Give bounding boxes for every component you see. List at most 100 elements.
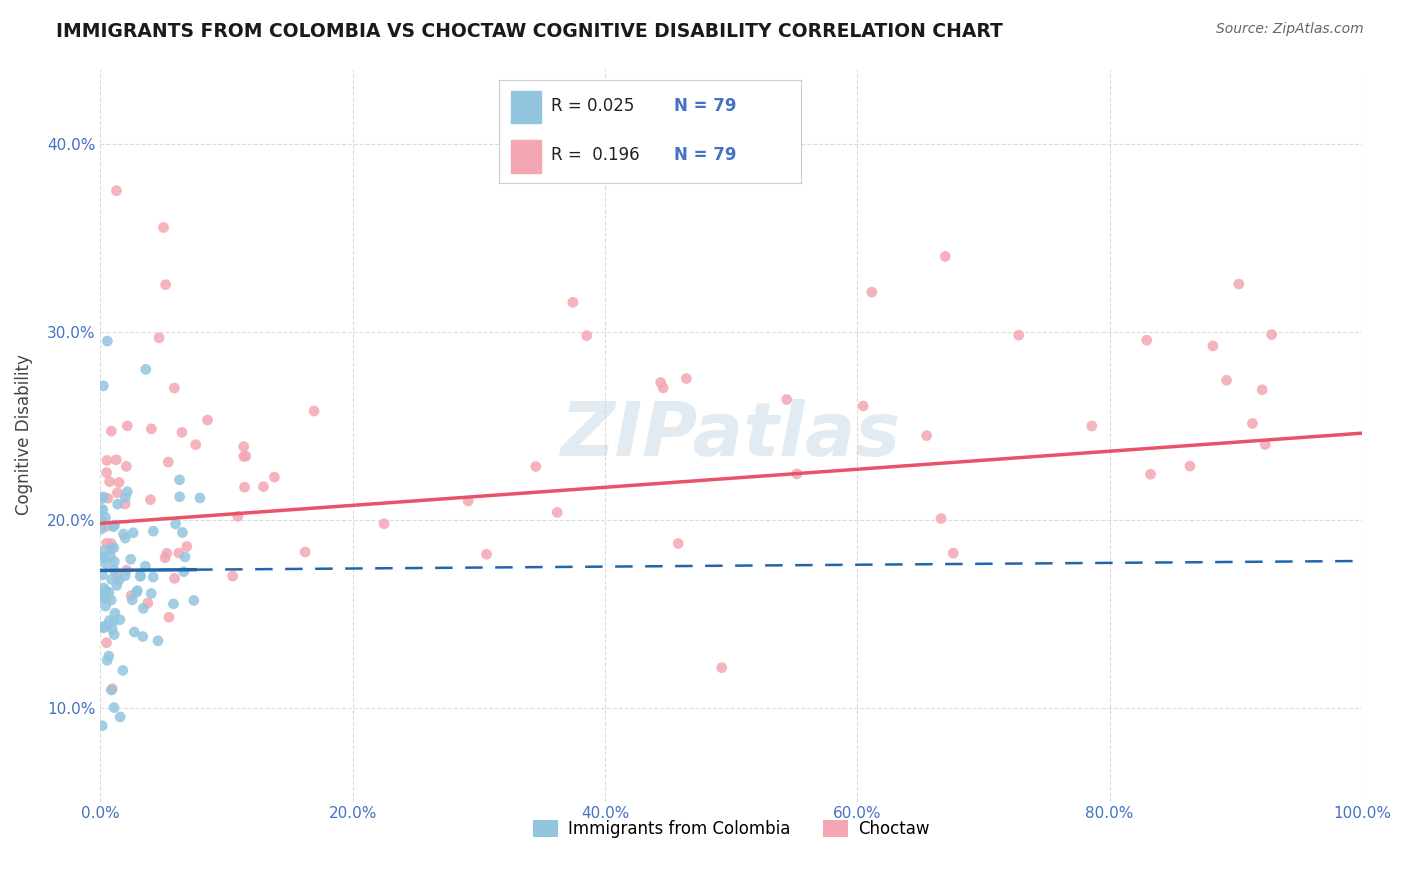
- Point: [153, 550, 176, 565]
- Point: [94, 591, 117, 606]
- Point: [114, 497, 136, 511]
- Point: [1254, 437, 1277, 451]
- Point: [103, 555, 125, 569]
- Point: [139, 492, 162, 507]
- Point: [107, 497, 129, 511]
- Point: [252, 480, 274, 494]
- Point: [108, 710, 131, 724]
- Text: R = 0.025: R = 0.025: [551, 97, 634, 115]
- Point: [98, 585, 121, 599]
- Point: [1136, 333, 1159, 347]
- Bar: [512, 91, 541, 123]
- Point: [524, 459, 547, 474]
- Point: [294, 545, 316, 559]
- Point: [176, 540, 198, 554]
- Point: [105, 485, 128, 500]
- Point: [132, 630, 155, 644]
- Point: [263, 470, 285, 484]
- Point: [94, 543, 117, 558]
- Point: [129, 569, 152, 583]
- Point: [929, 511, 952, 525]
- Point: [93, 581, 115, 595]
- Point: [103, 614, 125, 628]
- Point: [96, 618, 118, 632]
- Point: [97, 648, 120, 663]
- Point: [156, 546, 179, 560]
- Point: [561, 295, 583, 310]
- Point: [91, 719, 114, 733]
- Point: [184, 437, 207, 451]
- Point: [115, 563, 138, 577]
- Point: [105, 578, 128, 592]
- Point: [98, 475, 121, 489]
- Bar: [512, 140, 541, 173]
- Point: [122, 525, 145, 540]
- Point: [860, 285, 883, 300]
- Point: [94, 510, 117, 524]
- Point: [93, 549, 115, 564]
- Point: [94, 583, 117, 598]
- Point: [1081, 419, 1104, 434]
- Point: [786, 467, 808, 481]
- Point: [1178, 459, 1201, 474]
- Point: [226, 509, 249, 524]
- Point: [302, 404, 325, 418]
- Point: [103, 520, 125, 534]
- Point: [232, 450, 254, 464]
- Point: [141, 586, 163, 600]
- Point: [1241, 417, 1264, 431]
- Point: [114, 569, 136, 583]
- Point: [475, 547, 498, 561]
- Point: [117, 418, 139, 433]
- Point: [174, 549, 197, 564]
- Point: [165, 516, 187, 531]
- Point: [152, 220, 174, 235]
- Point: [125, 585, 148, 599]
- Point: [97, 491, 120, 506]
- Point: [942, 546, 965, 560]
- Text: ZIPatlas: ZIPatlas: [561, 399, 901, 472]
- Point: [650, 376, 672, 390]
- Point: [120, 552, 142, 566]
- Point: [373, 516, 395, 531]
- Point: [934, 249, 956, 263]
- Point: [127, 583, 149, 598]
- Point: [117, 484, 139, 499]
- Point: [96, 636, 118, 650]
- Point: [221, 569, 243, 583]
- Point: [170, 425, 193, 440]
- Point: [94, 599, 117, 614]
- Point: [120, 589, 142, 603]
- Point: [129, 568, 152, 582]
- Point: [114, 491, 136, 505]
- Point: [96, 466, 118, 480]
- Point: [124, 625, 146, 640]
- Point: [90, 491, 112, 506]
- Point: [96, 519, 118, 533]
- Point: [111, 664, 134, 678]
- Point: [915, 428, 938, 442]
- Point: [167, 546, 190, 560]
- Point: [776, 392, 799, 407]
- Point: [121, 592, 143, 607]
- Point: [90, 504, 112, 518]
- Point: [100, 542, 122, 557]
- Point: [108, 475, 131, 490]
- Point: [235, 449, 257, 463]
- Point: [96, 334, 118, 348]
- Point: [90, 514, 112, 528]
- Point: [1215, 373, 1237, 387]
- Point: [105, 184, 128, 198]
- Point: [108, 613, 131, 627]
- Text: IMMIGRANTS FROM COLOMBIA VS CHOCTAW COGNITIVE DISABILITY CORRELATION CHART: IMMIGRANTS FROM COLOMBIA VS CHOCTAW COGN…: [56, 22, 1002, 41]
- Point: [101, 681, 124, 696]
- Point: [104, 606, 127, 620]
- Point: [183, 593, 205, 607]
- Point: [94, 557, 117, 571]
- Point: [146, 633, 169, 648]
- Point: [107, 568, 129, 582]
- Point: [100, 593, 122, 607]
- Point: [96, 536, 118, 550]
- Point: [135, 362, 157, 376]
- Point: [103, 700, 125, 714]
